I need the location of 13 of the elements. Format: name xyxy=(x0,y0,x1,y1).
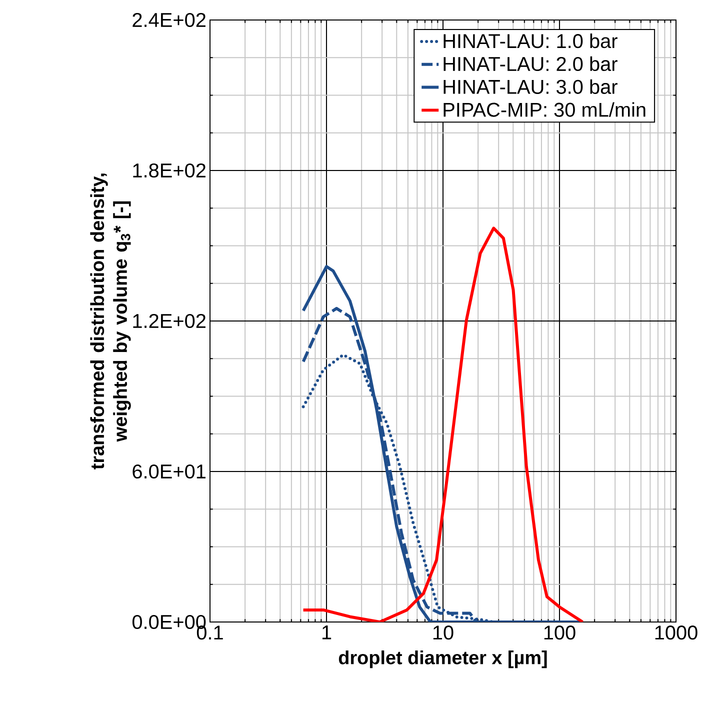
x-axis-title: droplet diameter x [µm] xyxy=(338,650,547,668)
legend-label: HINAT-LAU: 3.0 bar xyxy=(444,79,618,94)
y-tick-label: 1.8E+02 xyxy=(133,163,206,178)
y-tick-label: 2.4E+02 xyxy=(132,12,206,28)
y-tick-label: 6.0E+01 xyxy=(132,464,206,479)
legend-label: HINAT-LAU: 1.0 bar xyxy=(444,34,618,48)
x-tick-label: 1 xyxy=(322,626,332,640)
x-tick-label: 100 xyxy=(544,626,576,640)
x-tick-label: 1000 xyxy=(655,626,698,640)
legend-label: PIPAC-MIP: 30 mL/min xyxy=(444,102,646,117)
y-tick-label: 1.2E+02 xyxy=(133,314,206,328)
legend-label: HINAT-LAU: 2.0 bar xyxy=(444,56,618,72)
x-tick-label: 10 xyxy=(433,626,454,640)
